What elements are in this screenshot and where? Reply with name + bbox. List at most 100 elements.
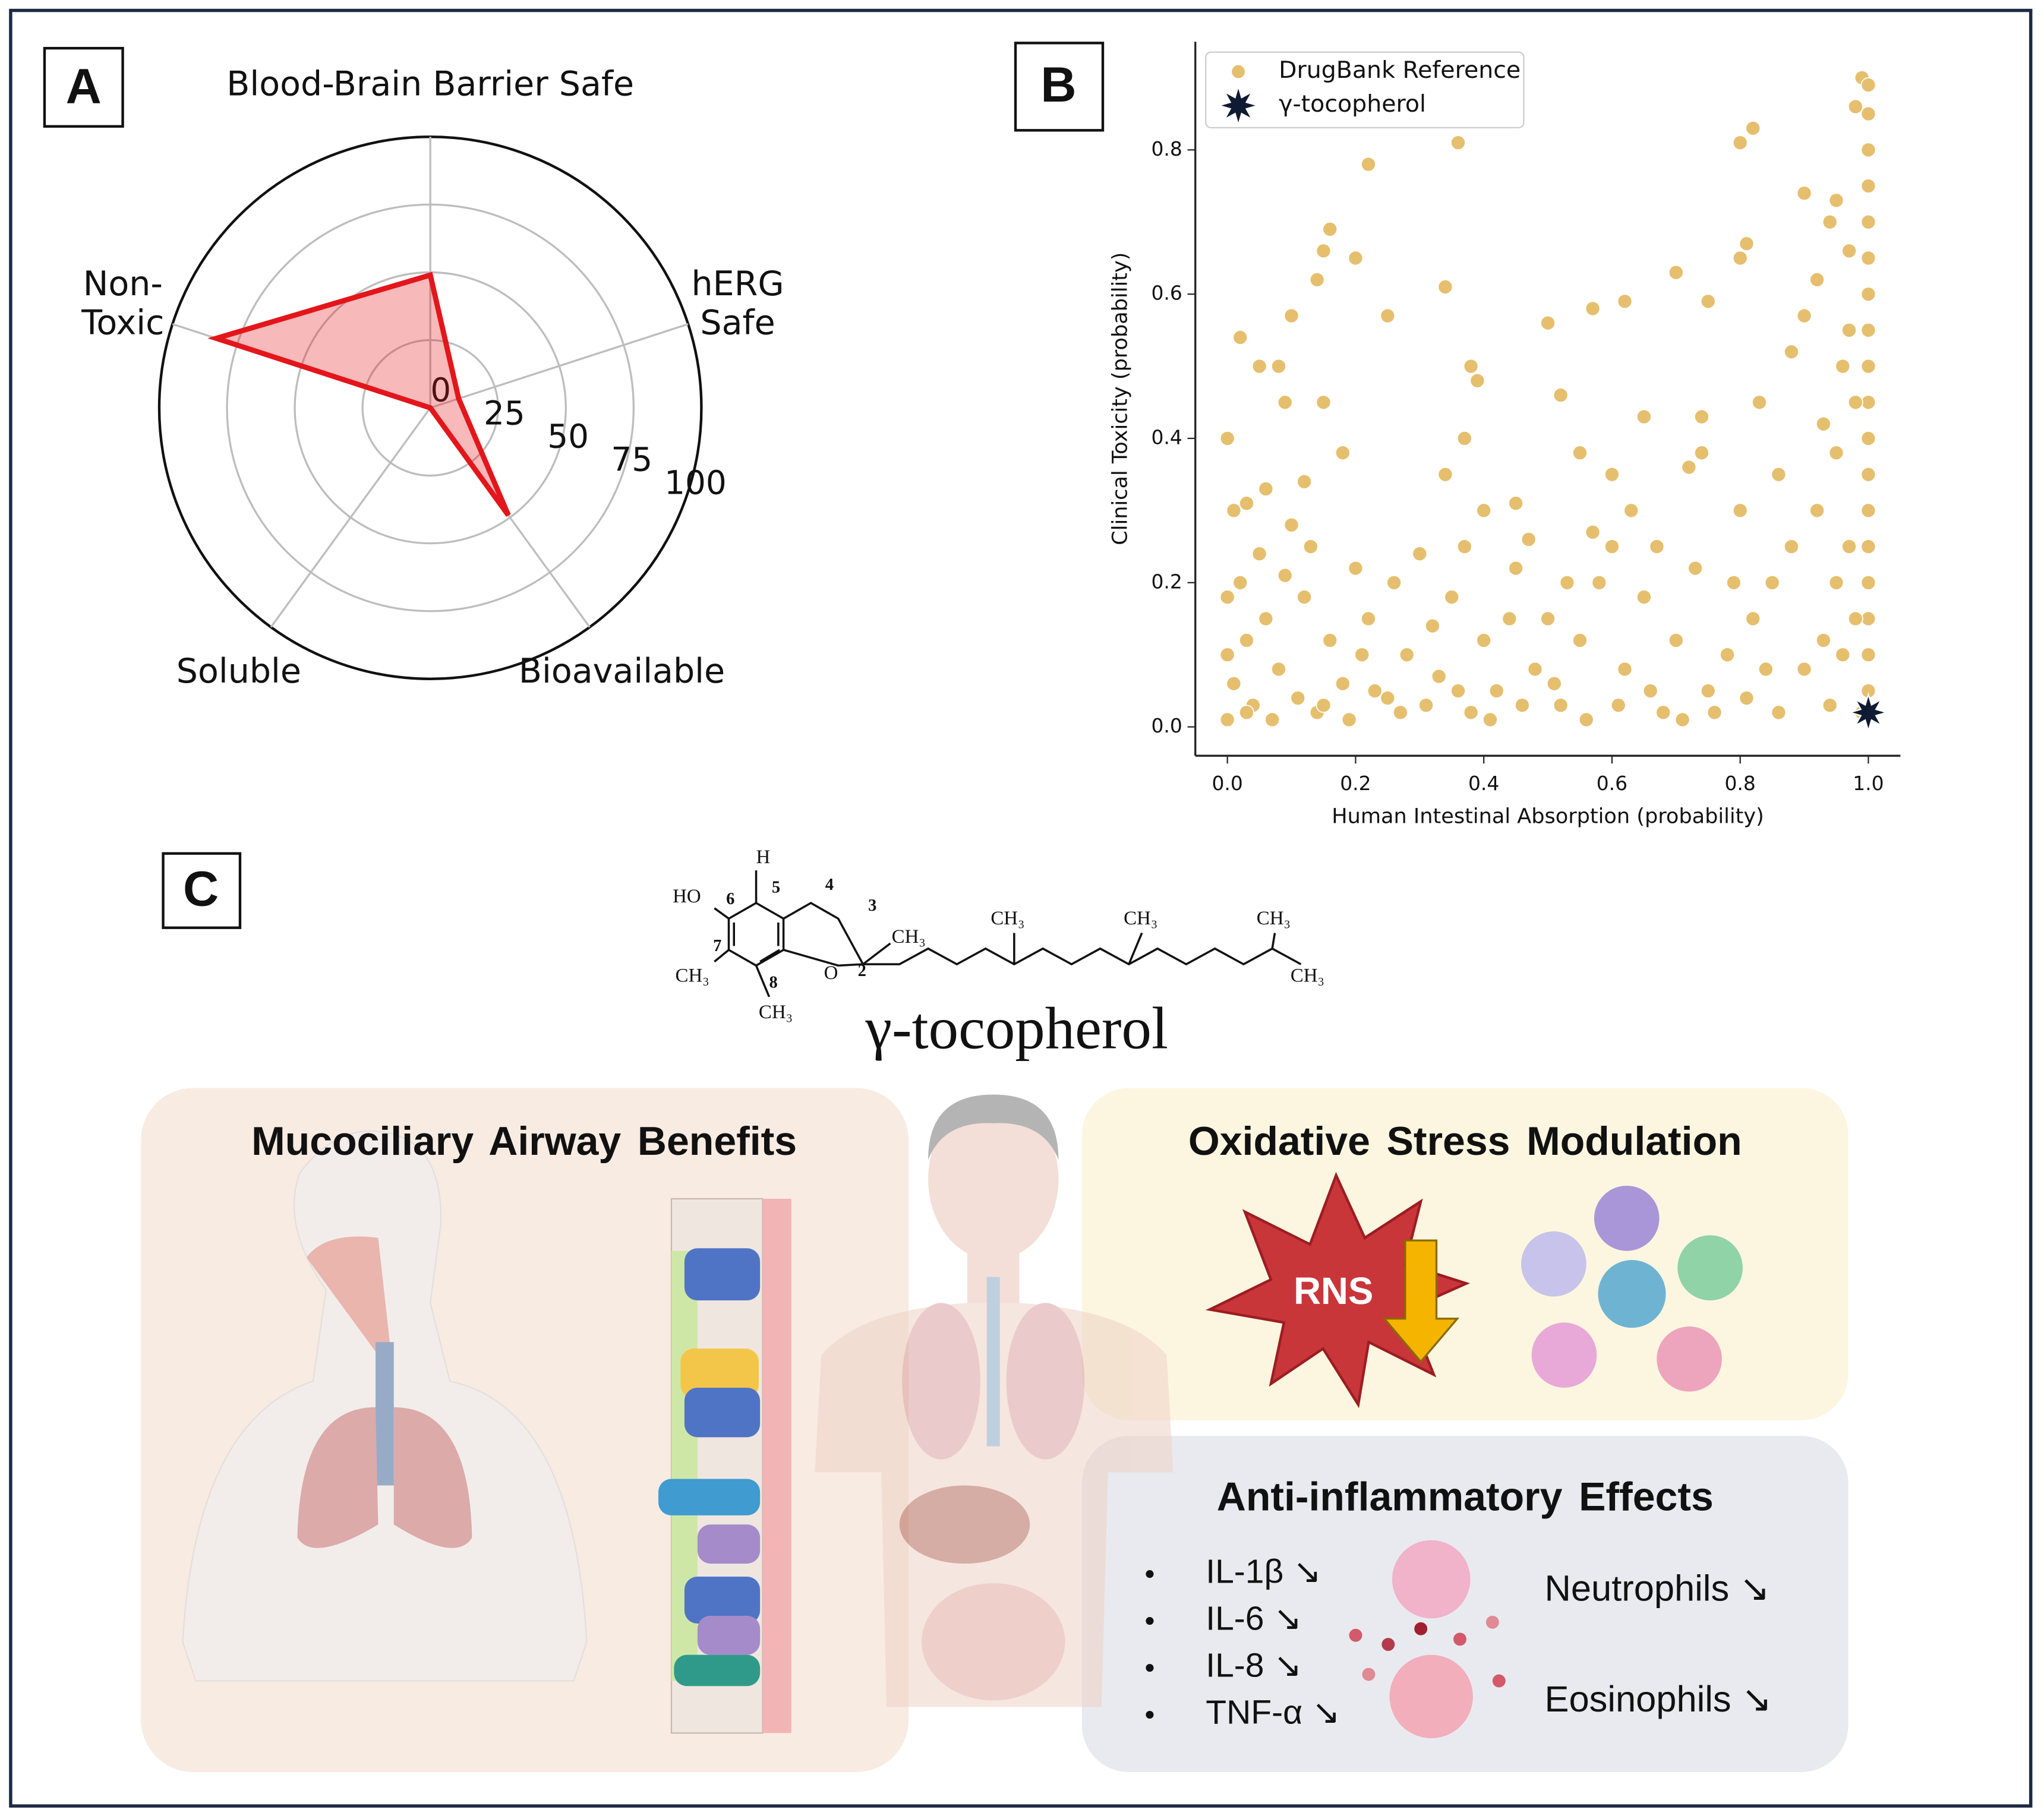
legend-marker	[1232, 65, 1245, 78]
point	[1367, 683, 1383, 699]
point	[1860, 574, 1876, 590]
point	[1316, 243, 1332, 259]
point	[1219, 647, 1235, 663]
spoke	[270, 407, 431, 628]
intestine	[922, 1583, 1065, 1701]
basement-layer	[762, 1198, 791, 1733]
point	[1636, 409, 1652, 425]
point	[1617, 661, 1633, 677]
point	[1604, 466, 1620, 482]
point	[1514, 697, 1530, 713]
immune-cell	[1677, 1235, 1743, 1301]
x-tick-label: 0.6	[1597, 772, 1627, 795]
point	[1726, 574, 1742, 590]
category-label: Non-Toxic	[81, 264, 164, 342]
point	[1636, 589, 1652, 605]
point	[1841, 539, 1857, 555]
point	[1316, 394, 1332, 410]
point	[1591, 574, 1607, 590]
category-label: Soluble	[176, 652, 301, 691]
point	[1348, 250, 1364, 266]
point	[1847, 611, 1863, 627]
methyl-label: CH₃	[991, 908, 1024, 929]
neuroendocrine-cell	[674, 1654, 761, 1687]
bond	[759, 949, 780, 963]
point	[1232, 330, 1248, 345]
point	[1860, 394, 1876, 410]
point	[1219, 712, 1235, 728]
ionocyte	[658, 1479, 761, 1515]
panel-box	[1014, 42, 1105, 132]
trachea	[986, 1277, 1000, 1447]
atom-number: 7	[713, 937, 721, 955]
point	[1508, 495, 1524, 511]
methyl-label: CH₃	[1124, 908, 1157, 929]
atom-number: 2	[858, 962, 866, 980]
point	[1822, 697, 1838, 713]
radial-tick-label: 25	[484, 394, 525, 432]
point	[1431, 668, 1447, 684]
star-marker	[1847, 691, 1890, 733]
methyl-label: CH₃	[759, 1002, 793, 1023]
legend: DrugBank Reference γ-tocopherol	[1205, 51, 1525, 129]
cytokine: IL-6 ↘	[1206, 1600, 1302, 1638]
point	[1540, 611, 1556, 627]
cytokine: IL-1β ↘	[1206, 1553, 1321, 1591]
point	[1668, 264, 1684, 280]
point	[1271, 358, 1286, 374]
x-tick-label: 1.0	[1853, 772, 1884, 795]
lung	[902, 1303, 980, 1460]
point	[1815, 632, 1831, 648]
bond	[714, 907, 730, 920]
point	[1739, 690, 1755, 706]
point	[1559, 574, 1575, 590]
decrease-arrow	[1382, 1239, 1460, 1363]
lung	[393, 1407, 472, 1548]
point	[1450, 683, 1466, 699]
radial-tick-label: 75	[611, 440, 652, 478]
point	[1841, 322, 1857, 338]
point	[1521, 531, 1537, 547]
point	[1764, 574, 1780, 590]
legend-box	[1205, 51, 1525, 129]
immune-cell	[1531, 1322, 1597, 1388]
point	[1604, 539, 1620, 555]
point	[1386, 574, 1402, 590]
immune-cell	[1657, 1326, 1722, 1392]
x-tick-label: 0.2	[1340, 772, 1371, 795]
point	[1482, 712, 1498, 728]
lung	[297, 1407, 378, 1548]
bullet	[1146, 1710, 1154, 1719]
point	[1361, 611, 1376, 627]
point	[1546, 675, 1562, 691]
point	[1707, 705, 1723, 721]
point	[1309, 271, 1325, 288]
point	[1502, 611, 1518, 627]
point	[1796, 185, 1812, 201]
point	[1860, 178, 1876, 194]
point	[1758, 661, 1774, 677]
point	[1835, 358, 1851, 374]
point	[1456, 431, 1472, 446]
point	[1809, 503, 1825, 519]
point	[1860, 358, 1876, 374]
spoke	[430, 323, 689, 409]
panel-label: A	[66, 58, 102, 113]
point	[1302, 539, 1318, 555]
point	[1239, 632, 1254, 648]
bullet	[1146, 1617, 1154, 1625]
x-tick-label: 0.0	[1212, 772, 1243, 795]
section-title: Anti-inflammatory Effects	[1217, 1474, 1714, 1520]
point	[1860, 250, 1876, 266]
x-axis-label: Human Intestinal Absorption (probability…	[1332, 804, 1764, 828]
point	[1784, 344, 1799, 360]
radar-chart: 0 25 50 75 100 Blood-Brain Barrier Safe hERG Sa…	[81, 64, 784, 691]
y-axis-label: Clinical Toxicity (probability)	[1108, 252, 1133, 545]
granule	[1381, 1638, 1395, 1651]
bond	[1128, 932, 1143, 965]
point	[1720, 647, 1736, 663]
point	[1745, 611, 1761, 627]
granule	[1349, 1628, 1362, 1642]
point	[1860, 431, 1876, 446]
point	[1860, 142, 1876, 158]
